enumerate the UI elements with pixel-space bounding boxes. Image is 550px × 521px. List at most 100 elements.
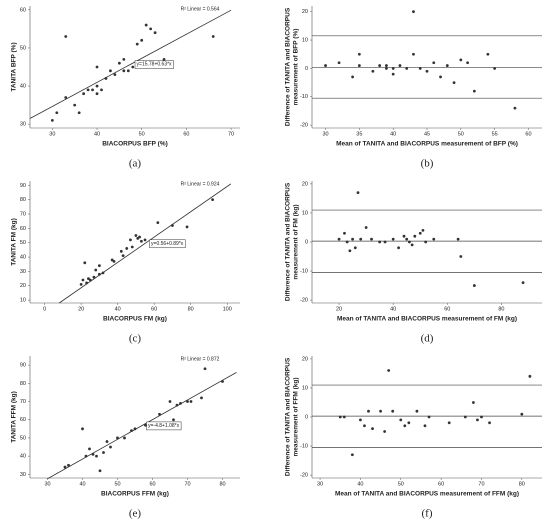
x-tick-label: 60 [151,306,157,312]
point [119,249,123,253]
point [421,228,425,232]
point [129,238,132,242]
point [463,415,467,419]
x-axis-title: BIACORPUS FFM (kg) [101,491,169,498]
point [138,235,141,239]
x-tick-label: 60 [438,481,444,487]
y-tick-label: -10 [300,444,308,450]
point [95,84,99,88]
point [113,73,117,77]
point [338,415,342,419]
point [122,57,126,61]
point [135,42,139,46]
point [424,240,428,244]
y-tick-label: -20 [300,298,308,304]
point [203,367,207,371]
point [412,10,415,14]
point [130,245,134,249]
point [179,401,182,405]
y-tick-label: 0 [305,239,308,245]
point [211,198,215,202]
point [379,409,382,413]
point [85,281,89,285]
point [82,92,86,96]
y-tick-label: 10 [20,298,26,304]
point [364,226,368,229]
x-tick-label: 45 [424,131,430,137]
fit-label-box [149,239,186,249]
point [452,81,456,85]
x-tick-label: 80 [519,481,525,487]
point [64,35,68,38]
y-tick-label: 20 [20,283,26,289]
point [337,61,341,65]
point [126,69,130,73]
point [445,64,449,67]
x-axis-title: Mean of TANITA and BIACORPUS measurement… [337,316,517,323]
y-tick-label: 60 [20,417,26,423]
point [140,38,144,42]
point [391,72,395,76]
point [144,23,148,27]
x-tick-label: 55 [492,131,498,137]
y-tick-label: 20 [302,181,308,187]
fit-line [29,9,232,119]
point [94,268,98,272]
point [95,454,98,458]
point [55,111,59,115]
x-tick-label: 60 [149,481,155,487]
point [486,52,490,56]
point [149,27,153,31]
x-tick-label: 70 [184,481,190,487]
point [363,424,366,428]
point [425,69,429,73]
point [456,237,460,241]
point [407,421,411,425]
y-tick-label: 30 [20,122,26,128]
y-tick-label: 40 [20,255,26,261]
point [83,261,87,265]
y-tick-label: -20 [300,473,308,479]
point [427,415,431,419]
point [143,238,147,242]
r-squared: R² Linear = 0.564 [181,6,220,12]
point [472,89,476,93]
point [91,452,95,456]
x-tick-label: 70 [478,481,484,487]
point [144,423,147,427]
x-tick-label: 40 [390,306,396,312]
point [513,106,517,110]
point [88,278,92,282]
r-squared: R² Linear = 0.924 [181,181,220,187]
point [459,58,463,62]
point [391,409,395,413]
point [123,436,126,440]
point [405,67,409,70]
point [371,69,375,73]
y-tick-label: 20 [302,9,308,15]
point [418,67,422,70]
fit-label-box [134,60,174,69]
x-tick-label: 50 [114,481,120,487]
point [391,237,395,241]
point [122,69,126,73]
point [398,64,402,67]
fit-label: y=-4.8+1.08*x [148,423,180,429]
x-tick-label: 100 [223,306,232,312]
point [387,369,391,372]
panel-label: (d) [421,333,434,345]
point [357,64,361,67]
point [399,418,403,422]
point [418,231,422,235]
x-tick-label: 80 [498,306,504,312]
x-tick-label: 70 [228,131,234,137]
point [371,427,374,431]
point [81,427,84,431]
point [385,64,388,67]
point [370,237,373,241]
r-squared: R² Linear = 0.872 [181,356,220,362]
point [459,255,463,258]
x-tick-label: 50 [139,131,145,137]
point [480,415,483,419]
point [408,240,411,244]
